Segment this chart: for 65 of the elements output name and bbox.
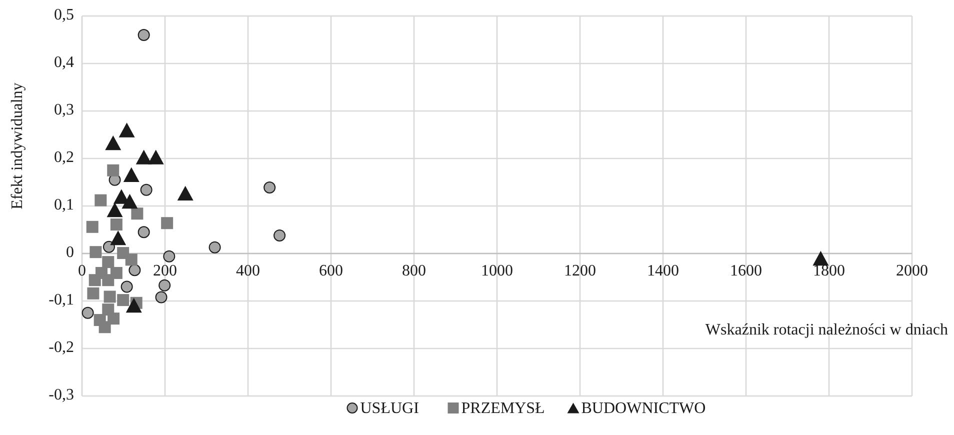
- point: [138, 29, 150, 41]
- point: [104, 290, 116, 303]
- point: [102, 240, 115, 253]
- point: [208, 241, 221, 254]
- point: [102, 274, 114, 286]
- point: [88, 274, 101, 286]
- point: [110, 218, 122, 231]
- x-tick-label: 200: [153, 262, 177, 280]
- y-tick-label: 0,4: [54, 54, 74, 72]
- legend-label: USŁUGI: [360, 400, 419, 417]
- point: [177, 186, 194, 201]
- point: [812, 250, 829, 266]
- point: [94, 194, 107, 206]
- point: [105, 135, 122, 150]
- y-tick-label: -0,1: [48, 292, 74, 309]
- legend-label: BUDOWNICTWO: [581, 400, 706, 417]
- point: [161, 217, 174, 230]
- point: [148, 150, 164, 164]
- point: [138, 226, 150, 238]
- point: [163, 250, 176, 262]
- point: [117, 294, 130, 306]
- y-tick-label: 0,2: [54, 149, 74, 166]
- point: [108, 312, 120, 325]
- point: [140, 184, 152, 196]
- point: [264, 181, 276, 194]
- point: [158, 279, 171, 292]
- point: [86, 220, 98, 233]
- point: [110, 230, 126, 246]
- x-tick-label: 1400: [647, 262, 679, 280]
- point: [122, 194, 138, 209]
- point: [98, 321, 111, 334]
- x-tick-label: 1200: [564, 262, 596, 280]
- point: [123, 167, 140, 182]
- x-tick-label: 1800: [813, 262, 845, 280]
- x-tick-label: 0: [78, 262, 86, 280]
- point: [274, 229, 286, 242]
- x-axis-title: Wskaźnik rotacji należności w dniach: [705, 321, 948, 338]
- point: [126, 298, 142, 313]
- point: [120, 280, 133, 293]
- y-axis-title: Efekt indywidualny: [9, 82, 26, 210]
- y-tick-label: -0,2: [48, 339, 74, 356]
- point: [107, 164, 120, 176]
- point: [87, 287, 100, 300]
- point: [102, 256, 114, 268]
- point: [125, 254, 138, 266]
- point: [118, 122, 135, 138]
- x-tick-label: 800: [402, 262, 426, 280]
- point: [131, 208, 144, 220]
- x-tick-label: 1600: [730, 262, 762, 280]
- y-tick-label: 0: [66, 244, 74, 262]
- point: [128, 264, 141, 276]
- point: [136, 150, 152, 164]
- x-tick-label: 400: [236, 262, 260, 280]
- y-tick-label: -0,3: [48, 386, 74, 404]
- y-tick-label: 0,3: [54, 102, 74, 119]
- x-tick-label: 600: [319, 262, 343, 280]
- point: [106, 202, 123, 218]
- y-tick-label: 0,5: [54, 6, 74, 24]
- point: [155, 291, 168, 304]
- y-tick-label: 0,1: [54, 196, 74, 214]
- point: [82, 306, 94, 319]
- x-tick-label: 2000: [896, 262, 928, 280]
- x-tick-label: 1000: [481, 262, 513, 280]
- point: [90, 246, 102, 258]
- legend-label: PRZEMYSŁ: [461, 400, 545, 417]
